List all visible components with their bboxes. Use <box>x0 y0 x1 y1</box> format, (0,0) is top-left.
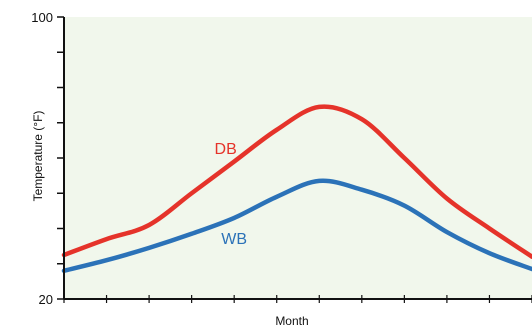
plot-background <box>64 17 532 299</box>
labels-layer: DB WB <box>215 141 248 248</box>
series-label-wb: WB <box>221 231 247 248</box>
series-label-db: DB <box>215 141 237 158</box>
y-tick-label: 20 <box>39 292 53 307</box>
series-line-wb <box>61 178 532 274</box>
series-line-db <box>61 104 532 259</box>
series-layer <box>61 104 532 274</box>
y-axis-title: Temperature (°F) <box>31 111 45 202</box>
x-axis-title: Month <box>275 314 308 328</box>
y-tick-label: 100 <box>31 10 53 25</box>
axes-layer: 20 100 <box>31 10 532 307</box>
